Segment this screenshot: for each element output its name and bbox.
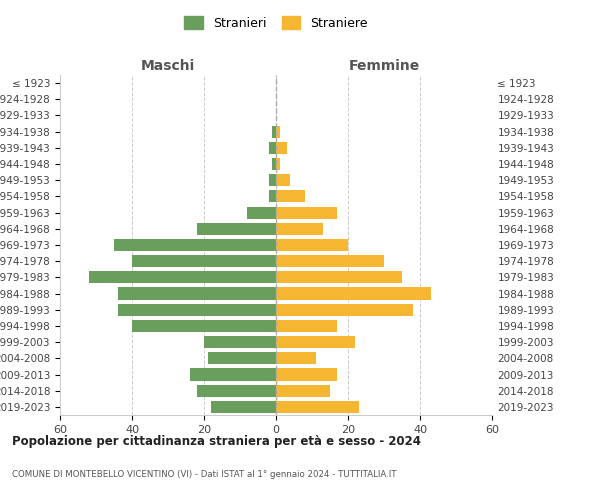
- Bar: [276, 126, 280, 138]
- Bar: [118, 288, 276, 300]
- Bar: [114, 239, 276, 251]
- Text: Maschi: Maschi: [141, 60, 195, 74]
- Bar: [276, 174, 290, 186]
- Bar: [208, 352, 276, 364]
- Bar: [276, 304, 413, 316]
- Legend: Stranieri, Straniere: Stranieri, Straniere: [179, 11, 373, 35]
- Text: Popolazione per cittadinanza straniera per età e sesso - 2024: Popolazione per cittadinanza straniera p…: [12, 435, 421, 448]
- Bar: [276, 401, 359, 413]
- Bar: [276, 272, 402, 283]
- Bar: [269, 190, 276, 202]
- Bar: [132, 320, 276, 332]
- Bar: [132, 255, 276, 268]
- Bar: [211, 401, 276, 413]
- Bar: [190, 368, 276, 380]
- Bar: [276, 352, 316, 364]
- Bar: [197, 384, 276, 397]
- Bar: [276, 206, 337, 218]
- Bar: [247, 206, 276, 218]
- Bar: [276, 255, 384, 268]
- Bar: [272, 158, 276, 170]
- Bar: [204, 336, 276, 348]
- Bar: [276, 320, 337, 332]
- Bar: [118, 304, 276, 316]
- Bar: [276, 336, 355, 348]
- Bar: [276, 368, 337, 380]
- Bar: [276, 158, 280, 170]
- Bar: [276, 239, 348, 251]
- Bar: [272, 126, 276, 138]
- Bar: [276, 288, 431, 300]
- Text: COMUNE DI MONTEBELLO VICENTINO (VI) - Dati ISTAT al 1° gennaio 2024 - TUTTITALIA: COMUNE DI MONTEBELLO VICENTINO (VI) - Da…: [12, 470, 397, 479]
- Bar: [276, 222, 323, 235]
- Bar: [269, 142, 276, 154]
- Bar: [197, 222, 276, 235]
- Bar: [269, 174, 276, 186]
- Text: Femmine: Femmine: [349, 60, 419, 74]
- Bar: [276, 384, 330, 397]
- Bar: [276, 142, 287, 154]
- Bar: [276, 190, 305, 202]
- Bar: [89, 272, 276, 283]
